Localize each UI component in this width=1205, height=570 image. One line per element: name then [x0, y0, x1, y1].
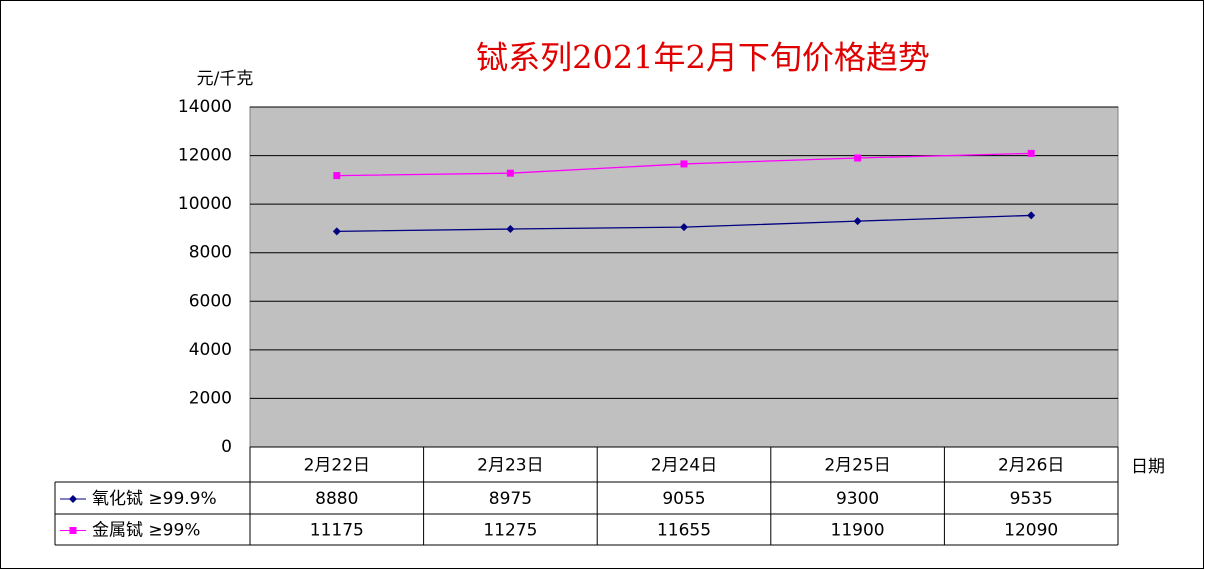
y-tick-label: 12000 [178, 146, 232, 166]
table-value: 11900 [831, 521, 885, 541]
chart-title: 铽系列2021年2月下旬价格趋势 [476, 39, 930, 77]
point [1027, 149, 1035, 157]
table-value: 12090 [1004, 521, 1058, 541]
table-value: 11175 [310, 521, 364, 541]
point [1027, 211, 1036, 220]
y-tick-label: 8000 [189, 243, 232, 263]
y-tick-label: 14000 [178, 97, 232, 117]
point [506, 225, 515, 234]
y-tick-label: 0 [221, 437, 232, 457]
y-tick-label: 10000 [178, 194, 232, 214]
y-tick-label: 6000 [189, 291, 232, 311]
x-tick-label: 2月26日 [998, 456, 1064, 476]
table-value: 8880 [315, 489, 358, 509]
x-tick-label: 2月22日 [304, 456, 370, 476]
legend-label: 金属铽 ≥99% [92, 521, 200, 541]
point [854, 154, 862, 162]
x-axis-label: 日期 [1131, 457, 1165, 477]
x-tick-label: 2月23日 [477, 456, 543, 476]
x-tick-label: 2月24日 [651, 456, 717, 476]
plot-area [249, 106, 1119, 448]
table-value: 9300 [836, 489, 879, 509]
y-tick-label: 4000 [189, 340, 232, 360]
point [69, 495, 77, 503]
point [506, 169, 514, 177]
table-value: 9055 [662, 489, 705, 509]
point [680, 223, 688, 232]
point [853, 217, 862, 226]
table-value: 8975 [489, 489, 532, 509]
table-value: 11655 [657, 521, 711, 541]
table-value: 11275 [483, 521, 537, 541]
legend-label: 氧化铽 ≥99.9% [92, 489, 217, 509]
point [680, 160, 688, 168]
y-axis-label: 元/千克 [197, 69, 254, 89]
point [333, 172, 341, 180]
point [332, 227, 341, 236]
point [69, 527, 77, 534]
x-tick-label: 2月25日 [824, 456, 890, 476]
y-tick-label: 2000 [189, 388, 232, 408]
table-value: 9535 [1010, 489, 1053, 509]
